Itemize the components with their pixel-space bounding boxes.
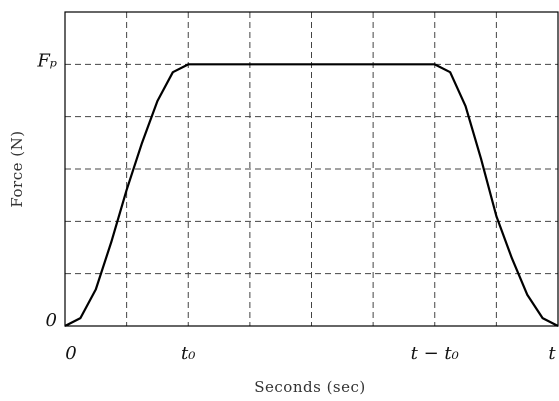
x-tick-label: t — [548, 343, 556, 364]
force-curve — [64, 63, 559, 327]
y-tick-label: Fₚ — [36, 50, 57, 71]
y-tick-label: 0 — [46, 310, 57, 331]
x-tick-label: 0 — [65, 343, 76, 364]
plot-frame — [64, 11, 559, 327]
x-tick-label: t − t₀ — [411, 343, 459, 364]
y-axis-title: Force (N) — [8, 130, 26, 207]
x-tick-label: t₀ — [181, 343, 195, 364]
x-axis-title: Seconds (sec) — [254, 378, 366, 396]
